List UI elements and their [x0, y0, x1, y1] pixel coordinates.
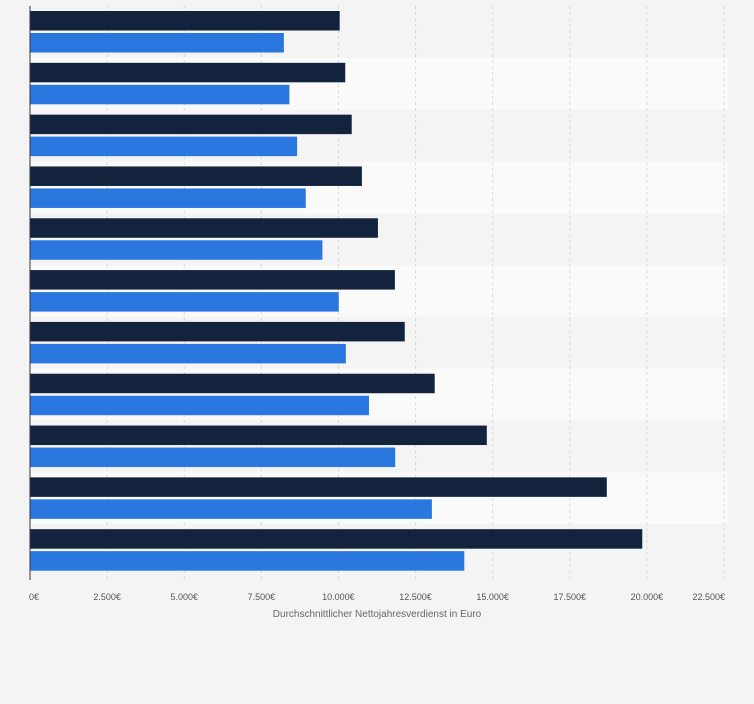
bar [30, 240, 323, 260]
x-tick-label: 20.000€ [631, 592, 664, 602]
bar [30, 62, 346, 83]
bar [30, 499, 432, 519]
x-tick-label: 15.000€ [476, 592, 509, 602]
bar [30, 447, 396, 468]
bar [30, 188, 306, 208]
bar [30, 292, 339, 312]
bar [30, 425, 487, 446]
x-tick-label: 0€ [29, 592, 39, 602]
bar [30, 551, 465, 571]
bars [30, 11, 643, 571]
x-tick-label: 7.500€ [248, 592, 276, 602]
bar [30, 529, 643, 549]
bar [30, 373, 435, 394]
bar [30, 136, 298, 157]
bar [30, 33, 284, 53]
bar [30, 84, 290, 105]
bar [30, 270, 395, 290]
x-tick-label: 12.500€ [399, 592, 432, 602]
bar [30, 343, 346, 364]
x-tick-label: 5.000€ [170, 592, 198, 602]
bar [30, 477, 607, 497]
x-tick-label: 17.500€ [554, 592, 587, 602]
bar [30, 395, 369, 416]
bar [30, 11, 340, 31]
bar [30, 166, 362, 186]
x-axis-label: Durchschnittlicher Nettojahresverdienst … [273, 609, 482, 620]
bar [30, 321, 405, 342]
x-tick-label: 2.500€ [93, 592, 121, 602]
x-tick-label: 10.000€ [322, 592, 355, 602]
x-tick-label: 22.500€ [692, 592, 725, 602]
bar [30, 114, 352, 135]
bar [30, 218, 378, 238]
x-axis: 0€ 2.500€ 5.000€ 7.500€ 10.000€ 12.500€ 15.000… [29, 6, 725, 602]
